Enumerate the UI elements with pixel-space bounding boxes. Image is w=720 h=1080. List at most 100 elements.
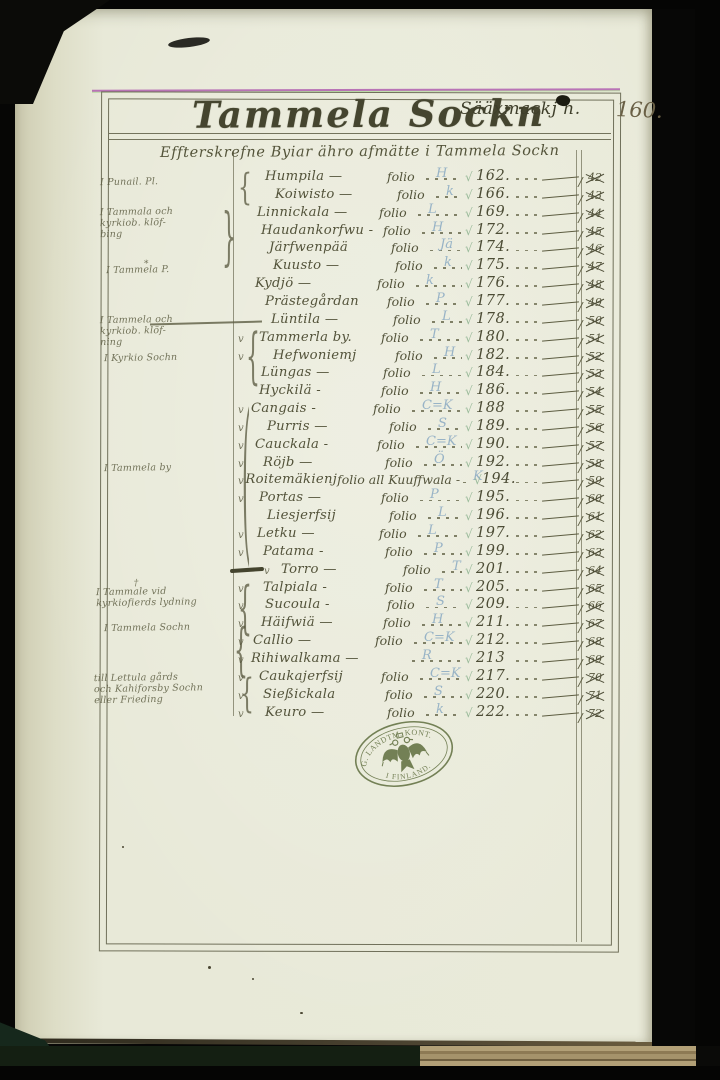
- tally-hook-mark: [540, 688, 582, 702]
- tally-hook-mark: [540, 634, 582, 648]
- pencil-annotation: L: [438, 505, 447, 521]
- dotted-leader: P: [420, 487, 462, 505]
- crossed-map-number: 63: [582, 546, 608, 559]
- green-check-icon: √: [465, 205, 473, 220]
- page-number: 160.: [615, 97, 664, 123]
- margin-note: ⁎ I Tammela P.: [105, 256, 170, 277]
- pencil-annotation: C=K: [426, 433, 457, 449]
- folio-number: 189.: [476, 417, 511, 434]
- speck: [208, 966, 211, 969]
- crossed-map-number: 47: [582, 260, 608, 273]
- folio-label: folio: [385, 454, 413, 470]
- folio-number: 188: [476, 400, 506, 417]
- row-check-mark: v: [264, 565, 270, 577]
- register-row: v Häifwiä — folio H √ 211. 67: [238, 612, 608, 631]
- pencil-annotation: H: [432, 612, 444, 628]
- pencil-annotation: T: [434, 576, 443, 592]
- folio-number: 213: [476, 649, 506, 666]
- margin-note: I Tammala och kyrkiob. klöf-bing: [99, 205, 174, 241]
- dotted-leader: [516, 546, 538, 559]
- pencil-annotation: L: [442, 308, 451, 324]
- folio-label: folio: [381, 329, 409, 345]
- row-check-mark: v: [238, 637, 244, 649]
- crossed-map-number: 62: [582, 528, 608, 541]
- header-rule: [108, 139, 611, 141]
- crossed-map-number: 59: [582, 474, 608, 487]
- grouping-brace: (: [242, 388, 251, 588]
- register-row: Kydjö — folio k √ 176. 48: [238, 273, 608, 291]
- dotted-leader: C=K: [420, 666, 462, 684]
- green-check-icon: √: [474, 473, 482, 488]
- green-check-icon: √: [465, 170, 473, 184]
- folio-label: folio: [381, 490, 409, 506]
- green-check-icon: √: [465, 455, 473, 470]
- green-check-icon: √: [465, 402, 473, 417]
- folio-number: 199.: [476, 542, 511, 559]
- tally-hook-mark: [540, 652, 582, 666]
- dotted-leader: k: [416, 273, 462, 291]
- dotted-leader: k: [426, 702, 462, 720]
- double-headed-eagle-icon: [381, 732, 430, 773]
- tally-hook-mark: [540, 527, 582, 541]
- green-check-icon: √: [465, 651, 473, 666]
- village-name: Lüntila —: [271, 311, 339, 327]
- green-check-icon: √: [465, 187, 473, 202]
- row-check-mark: v: [238, 476, 244, 488]
- tally-hook-mark: [540, 366, 582, 380]
- folio-label: folio: [397, 186, 425, 202]
- dotted-leader: [516, 367, 538, 380]
- village-name: Patama -: [263, 543, 324, 559]
- folio-label: folio: [381, 383, 409, 399]
- pencil-annotation: S: [438, 415, 447, 431]
- folio-label: folio: [395, 258, 423, 274]
- pencil-annotation: T: [452, 558, 461, 574]
- grouping-brace: }: [222, 204, 236, 275]
- dotted-leader: [516, 564, 538, 577]
- register-row: v Portas — folio P √ 195. 60: [238, 487, 608, 506]
- pencil-annotation: S: [434, 683, 443, 699]
- dotted-leader: [516, 350, 538, 363]
- dotted-leader: [516, 403, 538, 416]
- grouping-brace: {: [246, 324, 260, 393]
- dotted-leader: L: [422, 362, 462, 380]
- village-name: Caukajerfsij: [259, 668, 344, 684]
- dotted-leader: [516, 278, 538, 291]
- dotted-leader: L: [418, 202, 462, 220]
- village-name: Portas —: [259, 490, 322, 506]
- green-check-icon: √: [465, 384, 473, 399]
- dotted-leader: T: [424, 577, 462, 595]
- folio-label: folio: [385, 579, 413, 595]
- dotted-leader: [516, 492, 538, 505]
- folio-label: folio: [373, 401, 401, 417]
- page-title: Tammela Sockn: [191, 90, 546, 137]
- folio-label: folio: [383, 615, 411, 631]
- village-name: Cauckala -: [255, 436, 329, 452]
- village-name: Kuusto —: [273, 258, 340, 274]
- grouping-brace: {: [238, 168, 252, 210]
- grouping-brace: {: [238, 578, 252, 643]
- register-row: v Purris — folio S √ 189. 56: [238, 415, 608, 434]
- register-row: Humpila — folio H √ 162. 42: [238, 166, 608, 184]
- dotted-leader: [516, 385, 538, 398]
- tally-hook-mark: [540, 598, 582, 612]
- green-check-icon: √: [465, 419, 473, 434]
- green-check-icon: √: [465, 634, 473, 649]
- dotted-leader: [516, 189, 538, 202]
- folio-number: 220.: [476, 685, 511, 702]
- tally-hook-mark: [540, 170, 582, 184]
- register-row: v Hefwoniemj folio H √ 182. 52: [238, 345, 608, 363]
- folio-number: 194.: [481, 471, 516, 488]
- row-check-mark: v: [238, 619, 244, 631]
- crossed-map-number: 49: [582, 296, 608, 309]
- register-row: Linnickala — folio L √ 169. 44: [238, 202, 608, 220]
- register-row: v Talpiala - folio T √ 205. 65: [238, 577, 608, 595]
- crossed-map-number: 53: [582, 367, 608, 380]
- dotted-leader: [516, 689, 538, 702]
- tally-hook-mark: [540, 206, 582, 220]
- folio-number: 172.: [476, 221, 511, 238]
- tally-hook-mark: [540, 509, 582, 523]
- crossed-map-number: 45: [582, 225, 608, 238]
- tally-hook-mark: [540, 491, 582, 505]
- folio-number: 178.: [476, 310, 511, 327]
- folio-number: 197.: [476, 525, 511, 541]
